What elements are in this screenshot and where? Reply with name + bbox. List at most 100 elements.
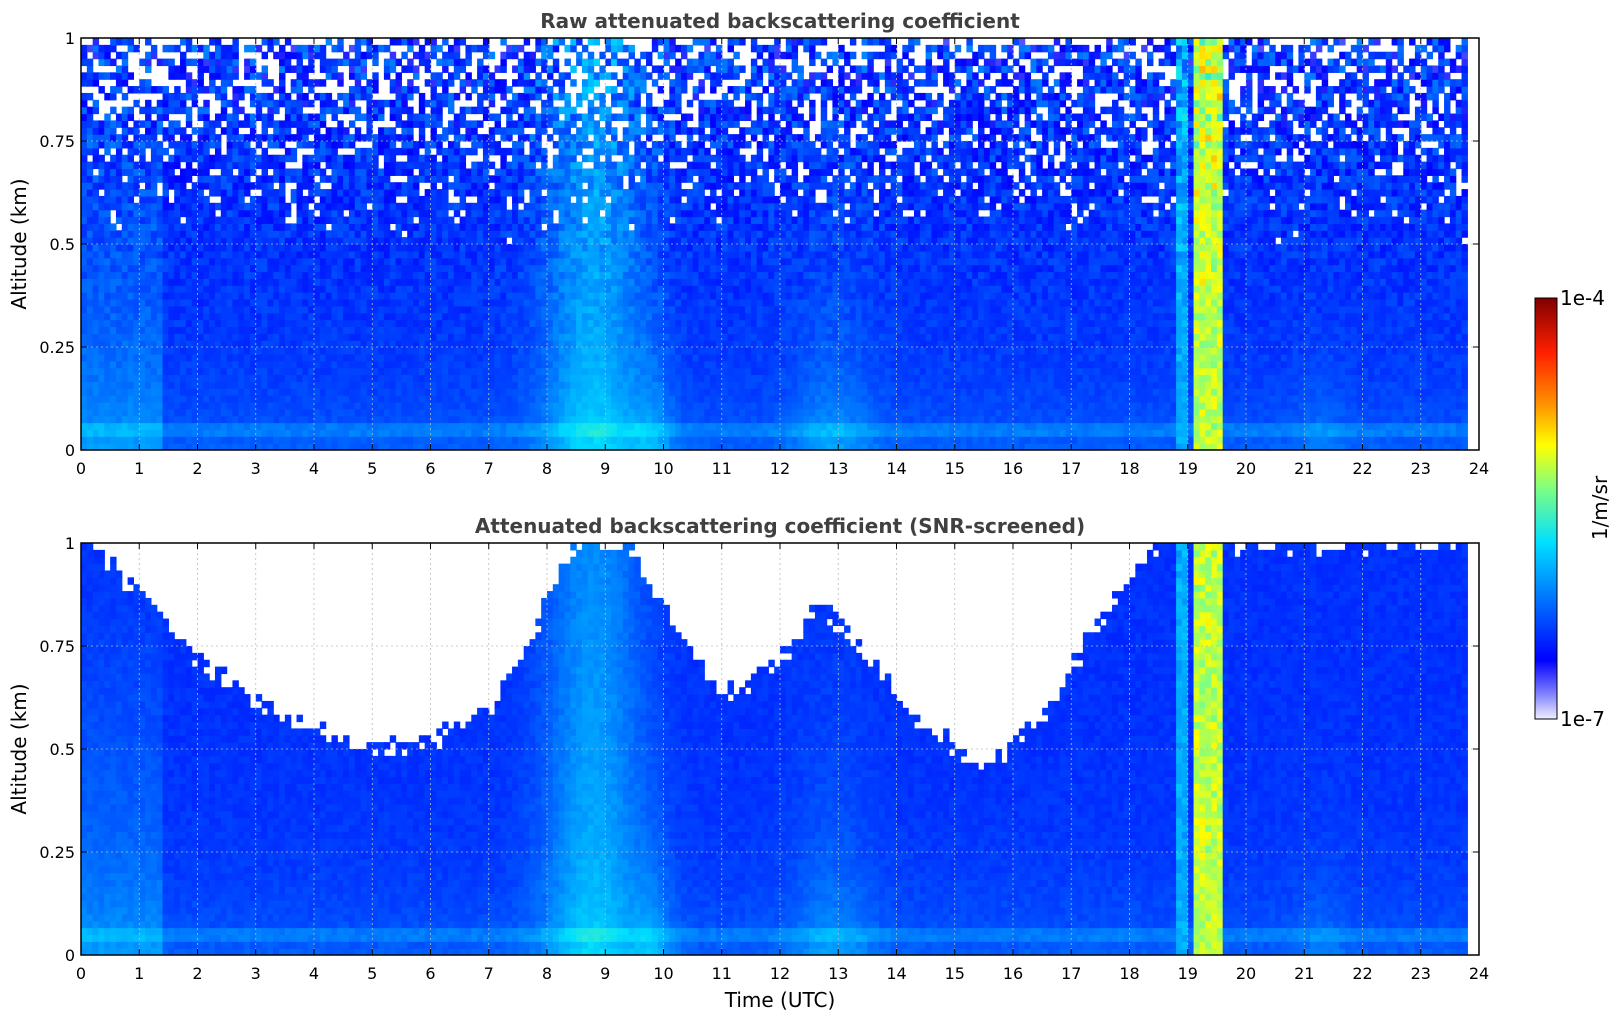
heatmap-cell (605, 223, 612, 231)
heatmap-cell (174, 326, 181, 334)
heatmap-cell (255, 353, 263, 362)
heatmap-cell (547, 278, 554, 286)
heatmap-cell (214, 51, 222, 60)
heatmap-cell (203, 209, 210, 218)
heatmap-cell (552, 333, 560, 341)
heatmap-cell (261, 271, 268, 279)
heatmap-cell (290, 264, 298, 273)
heatmap-cell (407, 395, 414, 403)
heatmap-cell (459, 429, 467, 437)
heatmap-cell (453, 65, 461, 73)
heatmap-cell (145, 285, 152, 293)
heatmap-cell (209, 353, 216, 362)
heatmap-cell (244, 86, 251, 94)
heatmap-cell (430, 99, 437, 108)
heatmap-cell (81, 106, 88, 115)
heatmap-cell (576, 182, 583, 190)
heatmap-cell (180, 223, 187, 231)
heatmap-cell (500, 230, 507, 238)
heatmap-cell (302, 381, 309, 389)
heatmap-cell (354, 223, 362, 231)
heatmap-cell (238, 340, 245, 348)
heatmap-cell (453, 381, 461, 389)
heatmap-cell (273, 257, 280, 266)
heatmap-cell (110, 141, 117, 149)
heatmap-cell (86, 326, 94, 334)
heatmap-cell (424, 38, 432, 46)
heatmap-cell (279, 353, 286, 362)
heatmap-cell (255, 264, 263, 273)
heatmap-cell (180, 312, 187, 321)
heatmap-cell (284, 65, 292, 73)
heatmap-cell (174, 175, 181, 183)
heatmap-cell (442, 374, 449, 382)
heatmap-cell (535, 285, 542, 293)
heatmap-cell (284, 58, 292, 67)
heatmap-cell (290, 113, 298, 121)
heatmap-cell (523, 92, 531, 101)
heatmap-cell (214, 422, 222, 430)
heatmap-cell (220, 312, 228, 321)
heatmap-cell (383, 154, 391, 163)
heatmap-cell (296, 244, 303, 252)
heatmap-cell (383, 99, 391, 108)
heatmap-cell (506, 312, 513, 321)
heatmap-cell (354, 189, 362, 197)
heatmap-cell (593, 237, 601, 245)
heatmap-cell (337, 353, 344, 362)
heatmap-cell (378, 353, 385, 362)
heatmap-cell (98, 443, 105, 450)
heatmap-cell (622, 230, 630, 238)
heatmap-cell (115, 244, 123, 252)
heatmap-cell (337, 161, 344, 170)
heatmap-cell (576, 58, 583, 67)
heatmap-cell (191, 147, 199, 156)
heatmap-cell (174, 408, 181, 417)
heatmap-cell (290, 374, 298, 382)
heatmap-cell (145, 79, 152, 87)
heatmap-cell (383, 326, 391, 334)
heatmap-cell (284, 230, 292, 238)
heatmap-cell (541, 422, 548, 430)
heatmap-cell (139, 326, 146, 334)
heatmap-cell (110, 44, 117, 53)
heatmap-cell (436, 285, 443, 293)
heatmap-cell (430, 154, 437, 163)
heatmap-cell (249, 333, 257, 341)
heatmap-cell (244, 347, 251, 355)
heatmap-cell (494, 223, 501, 231)
heatmap-cell (197, 278, 204, 286)
heatmap-cell (226, 237, 234, 245)
heatmap-cell (110, 86, 117, 94)
heatmap-cell (564, 360, 571, 369)
heatmap-cell (599, 443, 606, 450)
heatmap-cell (552, 189, 560, 197)
heatmap-cell (156, 367, 164, 376)
heatmap-cell (104, 147, 111, 156)
heatmap-cell (494, 312, 501, 321)
heatmap-cell (378, 347, 385, 355)
heatmap-cell (267, 113, 274, 121)
heatmap-cell (500, 51, 507, 60)
heatmap-cell (249, 195, 257, 204)
heatmap-cell (552, 353, 560, 362)
heatmap-cell (133, 134, 140, 142)
heatmap-cell (488, 422, 496, 430)
heatmap-cell (354, 127, 362, 135)
heatmap-cell (279, 58, 286, 67)
heatmap-cell (92, 189, 100, 197)
heatmap-cell (133, 86, 140, 94)
heatmap-cell (372, 44, 379, 53)
heatmap-cell (150, 141, 158, 149)
heatmap-cell (436, 271, 443, 279)
heatmap-cell (244, 189, 251, 197)
heatmap-cell (424, 237, 432, 245)
heatmap-cell (477, 120, 484, 128)
heatmap-cell (220, 250, 228, 259)
heatmap-cell (477, 250, 484, 259)
heatmap-cell (500, 202, 507, 211)
heatmap-cell (133, 395, 140, 403)
heatmap-cell (541, 230, 548, 238)
heatmap-cell (337, 374, 344, 382)
heatmap-cell (389, 401, 397, 410)
